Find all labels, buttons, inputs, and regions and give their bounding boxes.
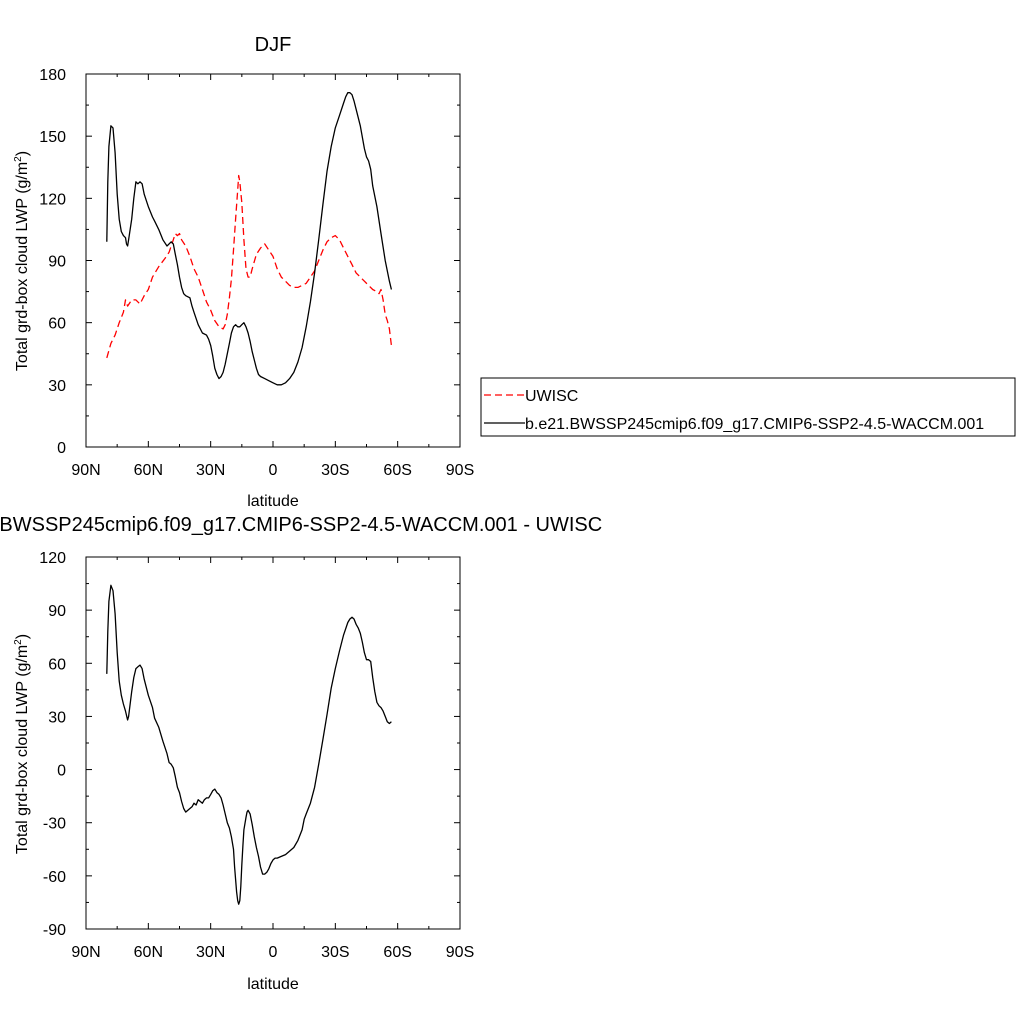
top-chart-x-tick-label: 90N xyxy=(71,462,100,479)
bottom-chart-plot-area xyxy=(106,584,392,905)
top-chart-y-tick-label: 90 xyxy=(48,254,66,271)
top-chart-x-tick-label: 60N xyxy=(134,462,163,479)
top-chart: DJF 90N 60N 30N 0 30S 60S 90S0306090120150180 … xyxy=(13,34,474,510)
bottom-chart-x-tick-label: 0 xyxy=(269,944,278,961)
top-chart-y-tick-label: 120 xyxy=(39,191,66,208)
bottom-chart-y-tick-label: 120 xyxy=(39,550,66,567)
top-chart-y-tick-label: 150 xyxy=(39,129,66,146)
bottom-chart-y-tick-label: -30 xyxy=(43,816,66,833)
legend-label-model: b.e21.BWSSP245cmip6.f09_g17.CMIP6-SSP2-4… xyxy=(525,416,984,433)
top-chart-y-axis-label-close: ) xyxy=(14,151,31,156)
top-chart-series-line-1 xyxy=(106,92,393,386)
top-chart-x-tick-label: 30N xyxy=(196,462,225,479)
bottom-chart-x-tick-label: 60S xyxy=(383,944,411,961)
top-chart-y-tick-label: 0 xyxy=(57,440,66,457)
bottom-chart-x-tick-label: 90S xyxy=(446,944,474,961)
bottom-chart-x-tick-label: 30N xyxy=(196,944,225,961)
top-chart-y-axis-label-main: Total grd-box cloud LWP (g/m xyxy=(14,162,31,371)
legend-box xyxy=(480,377,1016,437)
top-chart-y-axis-label: Total grd-box cloud LWP (g/m2) xyxy=(13,151,31,371)
top-chart-x-axis-label: latitude xyxy=(247,493,299,510)
bottom-chart-y-tick-label: 60 xyxy=(48,656,66,673)
top-chart-x-tick-label: 90S xyxy=(446,462,474,479)
bottom-chart-title: b.e21.BWSSP245cmip6.f09_g17.CMIP6-SSP2-4… xyxy=(0,514,602,536)
top-chart-plot-area xyxy=(106,92,393,386)
bottom-chart-y-tick-label: 90 xyxy=(48,603,66,620)
bottom-chart-series-line-0 xyxy=(106,584,392,905)
legend: UWISC b.e21.BWSSP245cmip6.f09_g17.CMIP6-… xyxy=(480,377,1016,437)
top-chart-y-tick-label: 60 xyxy=(48,316,66,333)
bottom-chart-y-axis-label-close: ) xyxy=(14,634,31,639)
bottom-chart-y-tick-label: -60 xyxy=(43,869,66,886)
top-chart-y-axis-label-sup: 2 xyxy=(13,156,24,162)
bottom-chart-y-axis-label: Total grd-box cloud LWP (g/m2) xyxy=(13,634,31,854)
legend-label-uwisc: UWISC xyxy=(525,388,578,405)
top-chart-title: DJF xyxy=(255,34,292,56)
bottom-chart-y-axis-label-sup: 2 xyxy=(13,639,24,645)
bottom-chart-x-tick-label: 60N xyxy=(134,944,163,961)
top-chart-y-tick-label: 30 xyxy=(48,378,66,395)
top-chart-series-line-0 xyxy=(106,174,393,359)
top-chart-x-tick-label: 60S xyxy=(383,462,411,479)
bottom-chart-x-tick-label: 90N xyxy=(71,944,100,961)
top-chart-x-tick-label: 0 xyxy=(269,462,278,479)
bottom-chart-y-axis-label-main: Total grd-box cloud LWP (g/m xyxy=(14,645,31,854)
bottom-chart-ticks: 90N 60N 30N 0 30S 60S 90S -90 -60 -30 0 30 60 90 120 xyxy=(39,550,474,961)
top-chart-ticks: 90N 60N 30N 0 30S 60S 90S 0 30 60 90 120 150 180 xyxy=(39,67,474,479)
bottom-chart-y-tick-label: 30 xyxy=(48,709,66,726)
bottom-chart: b.e21.BWSSP245cmip6.f09_g17.CMIP6-SSP2-4… xyxy=(0,514,602,993)
bottom-chart-x-tick-label: 30S xyxy=(321,944,349,961)
top-chart-y-tick-label: 180 xyxy=(39,67,66,84)
bottom-chart-y-tick-label: -90 xyxy=(43,922,66,939)
bottom-chart-x-axis-label: latitude xyxy=(247,976,299,993)
top-chart-x-tick-label: 30S xyxy=(321,462,349,479)
bottom-chart-y-tick-label: 0 xyxy=(57,763,66,780)
